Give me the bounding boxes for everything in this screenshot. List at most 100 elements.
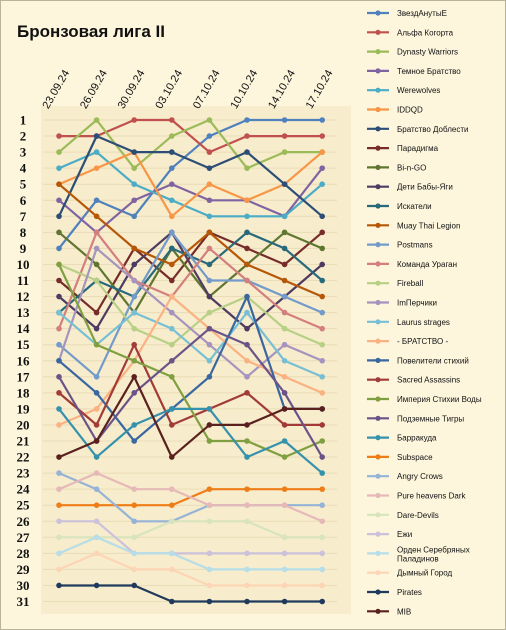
y-tick-label: 29 (17, 562, 31, 577)
data-point (281, 582, 288, 589)
series-line (58, 118, 323, 170)
data-point (319, 470, 326, 476)
y-tick-label: 1 (20, 113, 27, 128)
data-point (56, 582, 62, 589)
legend-label: IDDQD (397, 106, 423, 115)
data-point (319, 502, 326, 509)
data-point (169, 422, 175, 428)
y-tick-label: 31 (17, 594, 30, 609)
data-point (244, 117, 250, 123)
data-point (244, 229, 250, 236)
series-line (58, 231, 323, 378)
data-point (131, 341, 137, 348)
legend-label: Парадигма (397, 144, 439, 153)
data-point (244, 518, 250, 525)
legend-item: Fireball (367, 279, 423, 288)
legend-label: MIB (397, 607, 411, 616)
legend-label: Искатели (397, 202, 432, 211)
data-point (244, 261, 250, 268)
data-point (319, 325, 326, 332)
legend-item: - БРАТСТВО - (367, 337, 448, 346)
legend-label: Fireball (397, 279, 423, 288)
data-point (169, 486, 175, 492)
data-point (93, 341, 100, 348)
data-point (169, 245, 175, 252)
legend-item: Muay Thai Legion (367, 221, 460, 230)
plot-area (41, 106, 351, 614)
data-point (56, 293, 62, 300)
data-point (281, 133, 288, 139)
legend-label: Bi-n-GO (397, 163, 426, 172)
data-point (281, 309, 288, 316)
chart-title: Бронзовая лига II (17, 22, 165, 41)
y-tick-label: 9 (20, 241, 27, 256)
legend-item: Темное Братство (367, 67, 461, 76)
y-tick-label: 4 (20, 161, 27, 176)
series-line (58, 151, 323, 218)
data-point (169, 325, 175, 332)
data-point (319, 518, 326, 525)
data-point (131, 309, 137, 316)
series-line (58, 135, 323, 218)
legend-item: Искатели (367, 202, 432, 211)
series-29 (56, 534, 326, 573)
data-point (281, 213, 288, 220)
series-line (58, 343, 323, 426)
legend-label: Дети Бабы-Яги (397, 183, 453, 192)
data-point (244, 325, 250, 332)
data-point (244, 454, 250, 460)
legend-swatch-marker (375, 164, 381, 170)
data-point (319, 277, 326, 284)
legend-swatch-marker (375, 222, 381, 228)
data-point (131, 261, 137, 268)
data-point (169, 277, 175, 284)
data-point (169, 357, 175, 364)
data-point (56, 277, 62, 284)
series-26 (56, 470, 326, 525)
y-tick-label: 11 (17, 273, 29, 288)
y-tick-label: 30 (17, 578, 30, 593)
legend-label: Laurus strages (397, 318, 450, 327)
data-point (56, 486, 62, 492)
series-line (58, 327, 324, 458)
legend-swatch-marker (375, 589, 381, 595)
data-point (281, 261, 288, 268)
data-point (169, 566, 175, 573)
data-point (169, 213, 175, 220)
data-point (131, 149, 137, 155)
legend-label: Pirates (397, 588, 422, 597)
legend-label: Ежи (397, 530, 412, 539)
legend-label: Альфа Когорта (397, 28, 454, 37)
legend-label: Барракуда (397, 434, 437, 443)
data-point (206, 213, 213, 220)
data-point (206, 357, 213, 364)
legend-swatch-marker (375, 512, 381, 518)
legend-label: Dynasty Warriors (397, 48, 458, 57)
data-point (93, 454, 100, 460)
data-point (244, 598, 250, 605)
data-point (93, 534, 100, 541)
legend-swatch-marker (375, 145, 381, 151)
data-point (281, 181, 288, 187)
data-point (93, 422, 100, 428)
data-point (56, 309, 62, 316)
series-line (57, 231, 323, 330)
series-line (58, 407, 323, 474)
legend-item: Дети Бабы-Яги (367, 183, 453, 192)
data-point (93, 133, 100, 139)
series-line (58, 151, 323, 218)
data-point (319, 309, 326, 316)
data-point (56, 422, 62, 428)
legend-label: Sacred Assassins (397, 376, 460, 385)
legend-item: Bi-n-GO (367, 163, 426, 172)
data-point (56, 454, 62, 460)
data-point (56, 550, 62, 557)
data-point (131, 534, 137, 541)
legend-item: Werewolves (367, 86, 440, 95)
data-point (244, 502, 250, 509)
data-point (93, 245, 100, 252)
data-point (93, 165, 100, 171)
data-point (131, 582, 137, 589)
series-line (58, 472, 323, 523)
legend-item: Sacred Assassins (367, 376, 460, 385)
